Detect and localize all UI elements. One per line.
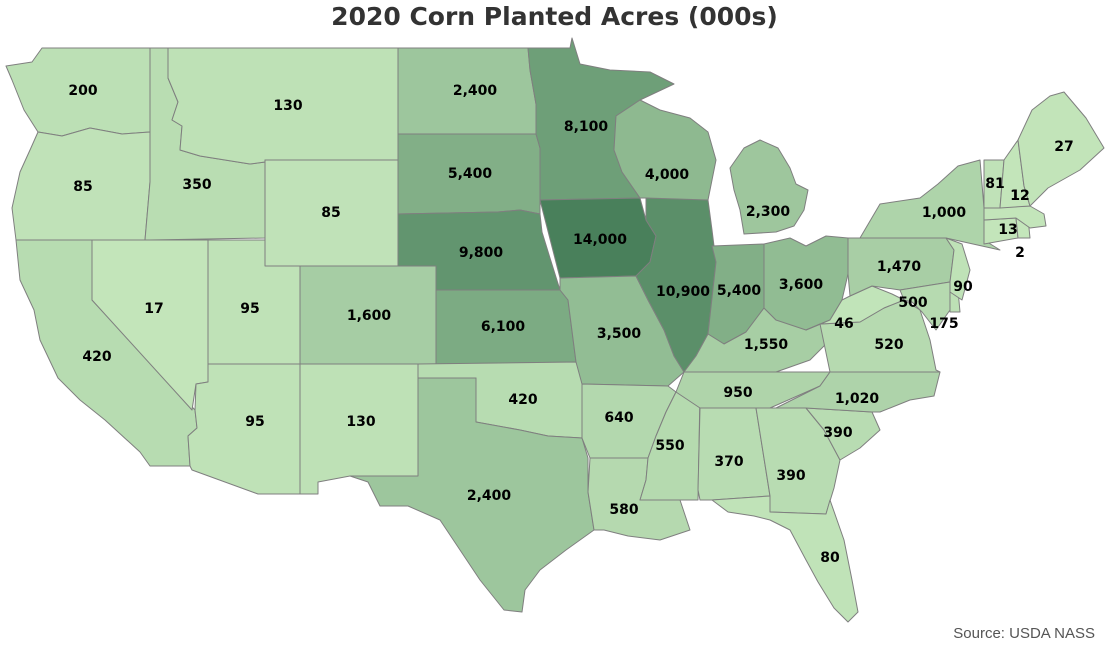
state-fl[interactable] (711, 495, 859, 623)
value-label-az: 95 (245, 414, 264, 430)
value-label-sd: 5,400 (448, 166, 493, 182)
state-tn[interactable] (675, 371, 831, 409)
state-tx[interactable] (349, 377, 595, 613)
value-label-ri: 2 (1015, 245, 1025, 261)
value-label-il: 10,900 (656, 284, 710, 300)
state-value-labels: 200 85 420 350 17 130 85 95 95 1,600 130 2,400 5,400… (68, 83, 1073, 566)
value-label-ga: 390 (776, 468, 805, 484)
value-label-va: 520 (874, 337, 903, 353)
value-label-nj: 90 (953, 279, 973, 295)
source-note: Source: USDA NASS (953, 625, 1095, 642)
value-label-mn: 8,100 (564, 119, 609, 135)
value-label-wv: 46 (834, 316, 853, 332)
value-label-mi: 2,300 (746, 204, 791, 220)
state-oh[interactable] (763, 235, 849, 331)
value-label-wy: 85 (321, 205, 340, 221)
value-label-nm: 130 (346, 414, 375, 430)
value-label-mo: 3,500 (597, 326, 642, 342)
state-shapes (5, 37, 1105, 623)
value-label-nh: 12 (1010, 188, 1029, 204)
value-label-oh: 3,600 (779, 277, 824, 293)
value-label-nv: 17 (144, 301, 163, 317)
value-label-co: 1,600 (347, 308, 392, 324)
state-nc[interactable] (775, 371, 941, 413)
value-label-ok: 420 (508, 392, 537, 408)
value-label-ny: 1,000 (922, 205, 967, 221)
state-me[interactable] (1017, 91, 1105, 207)
value-label-or: 85 (73, 179, 92, 195)
value-label-ut: 95 (240, 301, 259, 317)
state-ne[interactable] (397, 209, 561, 291)
value-label-id: 350 (182, 177, 211, 193)
value-label-tx: 2,400 (467, 488, 512, 504)
value-label-ct: 13 (998, 222, 1017, 238)
value-label-wa: 200 (68, 83, 97, 99)
value-label-ia: 14,000 (573, 232, 627, 248)
value-label-wi: 4,000 (645, 167, 690, 183)
state-az[interactable] (187, 363, 301, 495)
state-mi[interactable] (729, 139, 809, 235)
value-label-tn: 950 (723, 385, 752, 401)
value-label-al: 370 (714, 454, 743, 470)
state-ny[interactable] (859, 159, 1001, 251)
value-label-vt: 81 (985, 176, 1004, 192)
value-label-me: 27 (1054, 139, 1073, 155)
value-label-mt: 130 (273, 98, 302, 114)
value-label-ms: 550 (655, 438, 684, 454)
value-label-de: 175 (929, 316, 958, 332)
value-label-ca: 420 (82, 349, 111, 365)
state-nj[interactable] (945, 237, 971, 301)
value-label-in: 5,400 (717, 283, 762, 299)
value-label-ar: 640 (604, 410, 633, 426)
value-label-md: 500 (898, 295, 927, 311)
value-label-nd: 2,400 (453, 83, 498, 99)
value-label-nc: 1,020 (835, 391, 880, 407)
map-title: 2020 Corn Planted Acres (000s) (331, 2, 778, 31)
value-label-pa: 1,470 (877, 259, 922, 275)
value-label-ky: 1,550 (744, 337, 789, 353)
state-ma[interactable] (983, 205, 1047, 229)
value-label-ne: 9,800 (459, 245, 504, 261)
value-label-la: 580 (609, 502, 638, 518)
state-wv[interactable] (805, 285, 905, 331)
value-label-sc: 390 (823, 425, 852, 441)
value-label-ma: 12 (1010, 188, 1029, 204)
value-label-fl: 80 (820, 550, 840, 566)
value-label-ks: 6,100 (481, 319, 526, 335)
